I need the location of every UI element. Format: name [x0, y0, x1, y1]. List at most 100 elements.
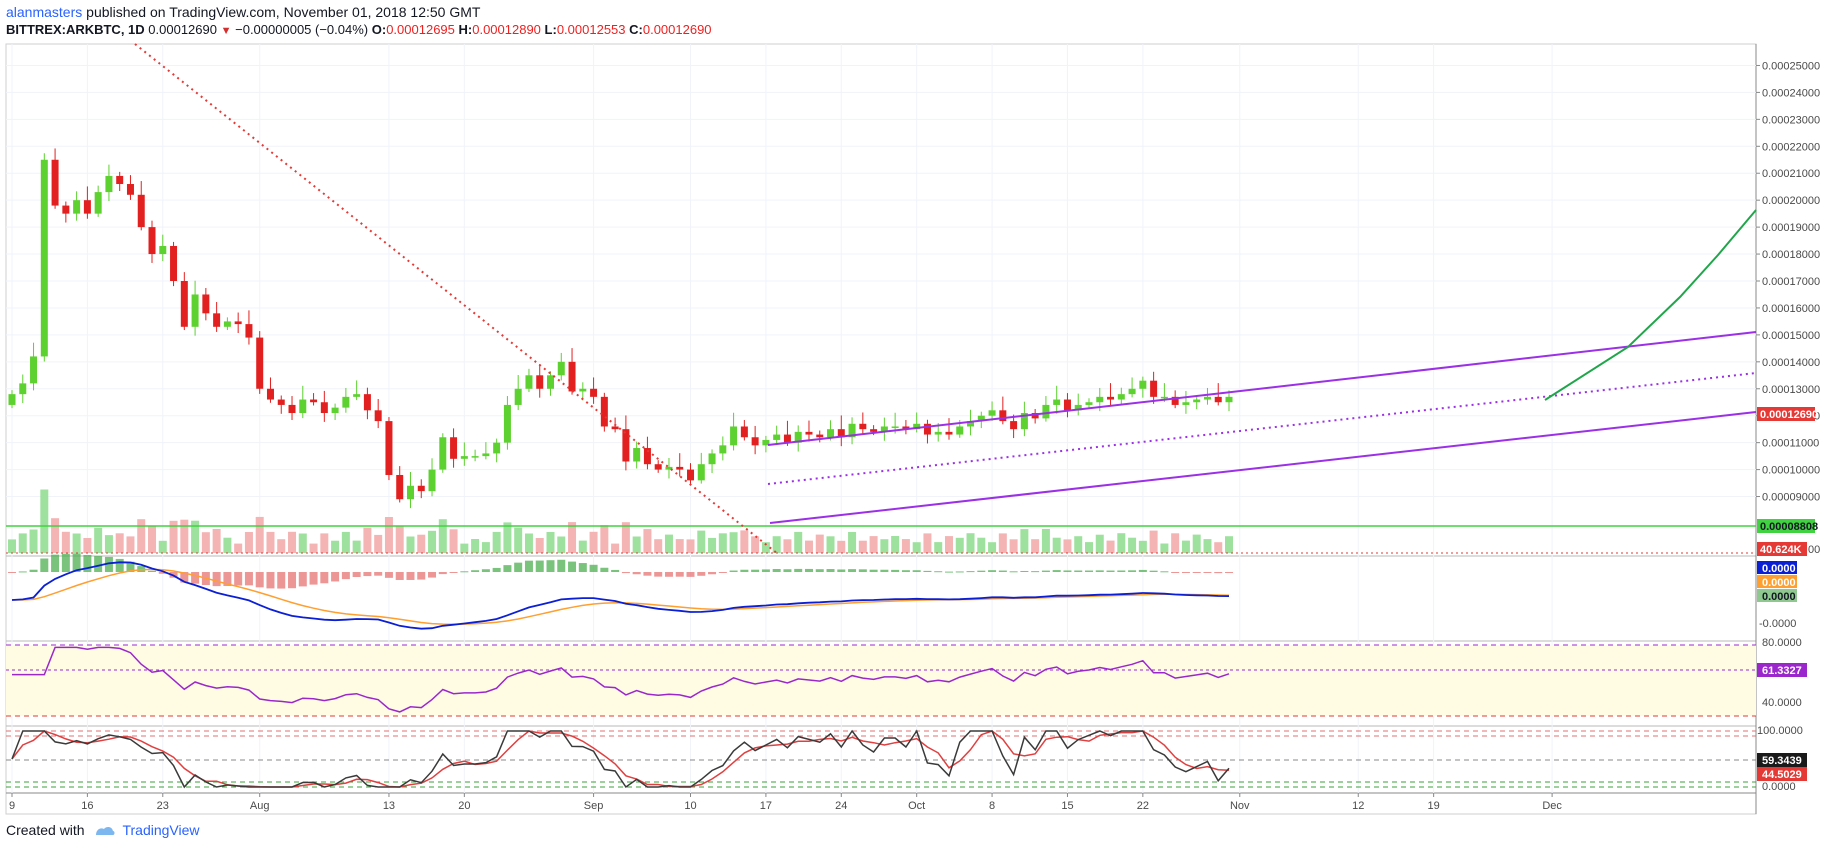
candle-body — [1193, 399, 1201, 403]
candle-body — [320, 402, 328, 414]
candle-body — [126, 184, 134, 195]
volume-bar — [1052, 537, 1061, 553]
macd-axis-label: -0.0000 — [1759, 618, 1796, 630]
macd-histogram-bar — [697, 572, 706, 576]
macd-histogram-bar — [191, 572, 200, 584]
candle-body — [1171, 396, 1179, 405]
price-chart[interactable]: 0.00025000 0.00024000 0.00023000 0.00022000… — [0, 42, 1828, 817]
volume-bar — [126, 536, 135, 553]
red-downtrend-line[interactable] — [134, 43, 779, 555]
volume-bar — [783, 539, 792, 553]
candle-body — [363, 394, 371, 411]
volume-bar — [1171, 533, 1180, 553]
macd-histogram-bar — [212, 572, 221, 587]
rsi-tick-40: 40.0000 — [1762, 697, 1802, 709]
candle-body — [40, 159, 48, 357]
volume-bar — [729, 532, 738, 553]
volume-bar — [761, 542, 770, 553]
time-tick-label: 19 — [1428, 800, 1440, 812]
macd-histogram-bar — [309, 572, 318, 585]
volume-bar — [61, 531, 70, 553]
price-axis[interactable]: 0.00025000 0.00024000 0.00023000 0.00022000… — [1756, 60, 1820, 504]
price-tick-label: 0.00016000 — [1762, 303, 1820, 315]
volume-bar — [212, 529, 221, 553]
macd-histogram-bar — [481, 569, 490, 572]
candle-body — [988, 410, 996, 416]
macd-histogram-bar — [643, 572, 652, 576]
volume-bar — [363, 527, 372, 553]
volume-bar — [934, 542, 943, 553]
author-link[interactable]: alanmasters — [6, 4, 83, 20]
candle-body — [471, 456, 479, 458]
time-tick-label: 10 — [684, 800, 696, 812]
candle-body — [923, 423, 931, 435]
candle-body — [1107, 396, 1115, 400]
tradingview-link[interactable]: TradingView — [122, 822, 200, 838]
macd-histogram-bar — [61, 553, 70, 572]
candle-body — [751, 437, 759, 446]
candle-body — [643, 448, 651, 465]
volume-bar — [1160, 543, 1169, 553]
candle-body — [676, 466, 684, 470]
macd-histogram-bar — [901, 570, 910, 572]
low-label: L: — [544, 22, 557, 37]
candle-body — [310, 399, 318, 403]
channel-upper-line[interactable] — [767, 331, 1757, 446]
macd-histogram-bar — [115, 558, 124, 572]
time-axis[interactable]: 9 16 23 Aug 13 20 Sep 10 17 24 Oct 8 15 22 Nov 12 19 Dec — [9, 793, 1562, 812]
time-tick-label: 9 — [9, 800, 15, 812]
volume-bar — [944, 536, 953, 553]
candle-body — [579, 388, 587, 392]
created-with-text: Created with — [6, 822, 85, 838]
signal-tag-text: 0.0000 — [1762, 577, 1796, 589]
macd-histogram-bar — [417, 572, 426, 580]
candle-body — [1182, 402, 1190, 405]
candle-body — [1085, 402, 1093, 405]
volume-bar — [492, 531, 501, 553]
channel-lower-line[interactable] — [769, 411, 1757, 524]
candle-body — [1203, 396, 1211, 400]
macd-histogram-bar — [751, 569, 760, 572]
candle-body — [105, 175, 113, 193]
candle-body — [762, 439, 770, 446]
volume-bar — [395, 526, 404, 553]
close-value: 0.00012690 — [642, 22, 712, 37]
candle-body — [450, 437, 458, 459]
candle-body — [180, 281, 188, 327]
candle-body — [482, 453, 490, 457]
volume-bar — [869, 536, 878, 553]
macd-histogram-bar — [1138, 569, 1147, 572]
candle-body — [827, 429, 835, 438]
volume-bar — [471, 539, 480, 553]
macd-histogram-bar — [438, 572, 447, 575]
volume-bar — [621, 522, 630, 553]
volume-bar — [1225, 536, 1234, 553]
candle-body — [417, 485, 425, 492]
volume-bar — [654, 539, 663, 553]
candle-body — [590, 388, 598, 397]
volume-bar — [1009, 539, 1018, 553]
volume-bar — [848, 532, 857, 553]
stoch-d-tag — [1757, 767, 1807, 781]
gridlines — [6, 44, 1756, 793]
stoch-d-line — [11, 730, 1230, 788]
volume-bar — [837, 540, 846, 553]
macd-histogram-bar — [794, 568, 803, 572]
candle-body — [1225, 396, 1233, 403]
macd-histogram-bar — [686, 572, 695, 577]
candle-body — [256, 337, 264, 389]
macd-indicator — [8, 553, 1234, 630]
volume-bar — [406, 536, 415, 553]
volume-bar — [740, 530, 749, 553]
macd-histogram-bar — [449, 572, 458, 573]
time-tick-label: Nov — [1230, 800, 1250, 812]
projection-curve[interactable] — [1544, 209, 1757, 401]
candle-body — [1128, 388, 1136, 395]
stoch-d-tag-text: 44.5029 — [1762, 769, 1802, 781]
macd-histogram-bar — [654, 572, 663, 577]
candle-body — [611, 426, 619, 430]
macd-histogram-bar — [320, 572, 329, 584]
macd-histogram-bar — [988, 570, 997, 572]
price-tick-label: 0.00025000 — [1762, 60, 1820, 72]
channel-mid-line[interactable] — [767, 372, 1757, 485]
